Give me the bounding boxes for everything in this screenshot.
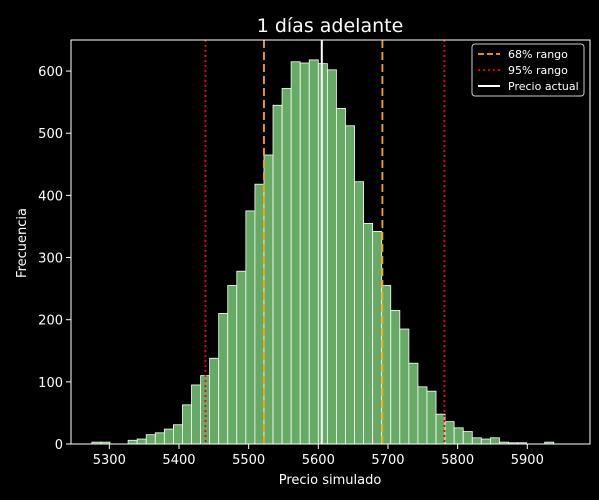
x-tick-label: 5300 [93,453,126,468]
histogram-bar [354,181,364,445]
histogram-bar [417,386,428,445]
histogram-bar [218,313,229,445]
x-tick-label: 5500 [232,453,265,468]
histogram-bar [308,59,319,445]
histogram-bar [136,438,147,445]
chart-title: 1 días adelante [257,15,404,37]
histogram-bar [462,431,473,445]
x-axis-title: Precio simulado [279,473,382,488]
histogram-bar [145,434,156,445]
histogram-bar [390,309,401,445]
x-tick-label: 5400 [162,453,195,468]
y-axis: 0 100 200 300 400 500 600 [38,65,71,453]
histogram-bar [263,154,274,445]
y-tick-label: 600 [38,65,63,80]
legend-label: 68% rango [508,48,568,61]
histogram-bar [191,384,201,445]
legend-label: 95% rango [508,64,568,77]
histogram-bar [281,88,292,445]
histogram-bar [372,231,383,445]
x-tick-label: 5800 [441,453,474,468]
y-tick-label: 100 [38,376,63,391]
histogram-bar [317,63,328,445]
histogram-bar [363,222,374,445]
x-tick-label: 5600 [302,453,335,468]
histogram-bar [290,61,301,445]
y-axis-title: Frecuencia [15,208,30,278]
histogram-bar [254,183,265,445]
histogram-bar [227,285,238,445]
histogram-bar [173,424,183,445]
histogram-bar [426,390,437,445]
x-axis: 5300 5400 5500 5600 5700 5800 5900 [93,444,544,468]
histogram-bar [480,438,491,445]
x-tick-label: 5900 [511,453,544,468]
histogram-bar [435,413,446,445]
y-tick-label: 200 [38,314,63,329]
histogram-bar [489,437,500,445]
legend: 68% rango 95% rango Precio actual [471,43,585,97]
histogram-bar [408,362,419,445]
legend-label: Precio actual [508,80,579,93]
reference-lines-group [204,40,446,444]
histogram-bar [236,270,247,445]
y-tick-label: 300 [38,252,63,267]
legend-box [471,43,585,97]
histogram-bar [444,421,455,445]
histogram-bar [471,437,482,445]
histogram-bar [163,428,174,445]
histogram-bar [209,357,220,445]
histogram-bar [272,104,283,445]
histogram-bar [336,107,346,445]
y-tick-label: 400 [38,189,63,204]
histogram-bar [154,432,165,445]
x-tick-label: 5700 [371,453,404,468]
histogram-bar [326,69,337,445]
plot-frame [70,39,591,445]
histogram-bar [399,328,410,445]
y-tick-label: 500 [38,127,63,142]
histogram-bar [182,404,192,445]
y-tick-label: 0 [55,438,63,453]
histogram-bar [127,439,138,445]
histogram-bar [245,210,256,445]
histogram-bar [299,62,310,445]
histogram-bar [453,427,464,445]
histogram-bar [345,125,355,445]
